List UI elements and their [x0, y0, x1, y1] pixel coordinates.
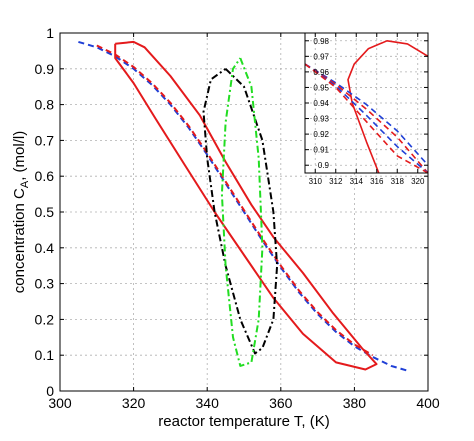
inset-y-tick-label: 0.96 [313, 68, 329, 77]
inset-x-tick-label: 318 [391, 177, 405, 186]
x-tick-label: 400 [416, 395, 440, 411]
y-tick-label: 0.9 [35, 61, 55, 77]
inset-grid [305, 33, 428, 173]
y-tick-label: 1 [46, 25, 54, 41]
inset-y-tick-label: 0.92 [313, 130, 329, 139]
inset-series-line-1 [347, 39, 428, 173]
y-tick-label: 0.2 [35, 311, 55, 327]
y-tick-label: 0.3 [35, 276, 55, 292]
inset-series-line-5 [305, 63, 428, 173]
inset-series-line-2 [305, 63, 428, 166]
y-axis-title: concentration CA, (mol/l) [11, 131, 31, 293]
x-tick-label: 300 [48, 395, 72, 411]
inset-y-tick-label: 0.95 [313, 83, 329, 92]
y-axis-title-sub: A [19, 180, 31, 188]
inset-x-tick-label: 312 [329, 177, 343, 186]
series-line-2 [96, 44, 374, 357]
inset-y-tick-label: 0.91 [313, 146, 329, 155]
y-tick-label: 0.8 [35, 97, 55, 113]
y-tick-label: 0 [46, 383, 54, 399]
y-tick-label: 0.5 [35, 204, 55, 220]
series-line-3 [114, 40, 378, 371]
y-tick-label: 0.6 [35, 168, 55, 184]
inset-x-tick-label: 314 [350, 177, 364, 186]
x-axis-title: reactor temperature T, (K) [158, 413, 329, 430]
inset-panel: 310 312 314 316 318 320 0.9 0.91 0.92 0.93 0.94 0.9… [304, 32, 429, 186]
inset-series [305, 39, 428, 173]
inset-x-tick-label: 320 [411, 177, 425, 186]
y-tick-label: 0.1 [35, 347, 55, 363]
y-tick-label: 0.7 [35, 132, 55, 148]
x-tick-label: 360 [269, 395, 293, 411]
inset-series-line-3 [305, 63, 428, 173]
main-ticks: 300 320 340 360 380 400 0 0.1 0.2 0.3 0.4 0.5 0.6 0.7… [35, 25, 440, 411]
x-tick-label: 320 [122, 395, 146, 411]
y-axis-title-main: concentration C [11, 188, 28, 293]
inset-x-tick-label: 316 [370, 177, 384, 186]
x-tick-label: 380 [343, 395, 367, 411]
y-tick-label: 0.4 [35, 240, 55, 256]
series-line-5 [220, 57, 264, 367]
inset-y-tick-label: 0.98 [313, 37, 329, 46]
x-tick-label: 340 [196, 395, 220, 411]
main-series [78, 40, 410, 373]
inset-ticks: 310 312 314 316 318 320 0.9 0.91 0.92 0.93 0.94 0.9… [305, 33, 428, 186]
inset-y-tick-label: 0.9 [318, 161, 330, 170]
inset-y-tick-label: 0.97 [313, 52, 329, 61]
y-axis-title-tail: , (mol/l) [11, 131, 28, 181]
inset-y-tick-label: 0.93 [313, 115, 329, 124]
series-line-4 [202, 67, 279, 355]
inset-y-tick-label: 0.94 [313, 99, 329, 108]
inset-x-tick-label: 310 [309, 177, 323, 186]
